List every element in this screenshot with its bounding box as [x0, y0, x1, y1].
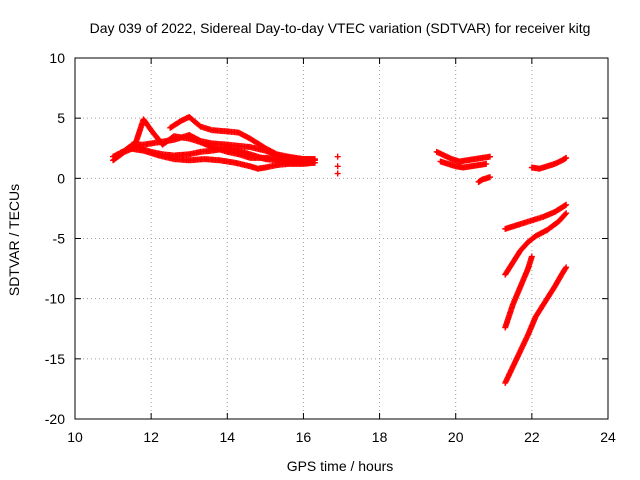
data-point [486, 174, 493, 181]
grid-lines [75, 58, 608, 419]
tick-labels: 10 12 14 16 18 20 22 24 -20 -15 -10 -5 0 5 10 [45, 50, 616, 445]
series-trace-l [502, 210, 570, 278]
series-trace-h [437, 158, 490, 171]
series-trace-g [433, 148, 493, 165]
series-trace-j [528, 154, 570, 172]
y-tick-label: -15 [45, 351, 65, 367]
series-trace-k [502, 201, 570, 232]
x-tick-label: 18 [372, 429, 388, 445]
x-tick-label: 16 [296, 429, 312, 445]
data-point [563, 210, 570, 217]
plot-frame [74, 57, 609, 420]
data-points [110, 113, 570, 386]
data-point [334, 163, 341, 170]
data-point [528, 253, 535, 260]
data-point [562, 211, 569, 218]
x-axis-label: GPS time / hours [287, 458, 394, 474]
x-tick-label: 10 [67, 429, 83, 445]
data-point [563, 201, 570, 208]
data-point [563, 264, 570, 271]
y-tick-label: -20 [45, 411, 65, 427]
series-trace-d [129, 132, 318, 163]
x-tick-label: 12 [143, 429, 159, 445]
series-trace-f [334, 153, 341, 177]
x-tick-label: 22 [524, 429, 540, 445]
chart-title: Day 039 of 2022, Sidereal Day-to-day VTE… [90, 20, 591, 36]
series-trace-n [502, 264, 570, 386]
series-trace-i [475, 174, 493, 185]
y-axis-label: SDTVAR / TECUs [6, 184, 22, 296]
data-point [562, 265, 569, 272]
x-tick-label: 24 [600, 429, 616, 445]
y-tick-label: -5 [53, 231, 66, 247]
x-tick-label: 20 [448, 429, 464, 445]
series-trace-e [125, 145, 318, 172]
data-point [486, 153, 493, 160]
data-point [334, 170, 341, 177]
y-tick-label: 0 [57, 170, 65, 186]
y-tick-label: 5 [57, 110, 65, 126]
axis-ticks [74, 57, 609, 420]
data-point [311, 159, 318, 166]
series-trace-m [502, 253, 535, 331]
data-point [483, 160, 490, 167]
y-tick-label: -10 [45, 291, 65, 307]
x-tick-label: 14 [219, 429, 235, 445]
y-tick-label: 10 [49, 50, 65, 66]
data-point [334, 153, 341, 160]
data-point [563, 154, 570, 161]
